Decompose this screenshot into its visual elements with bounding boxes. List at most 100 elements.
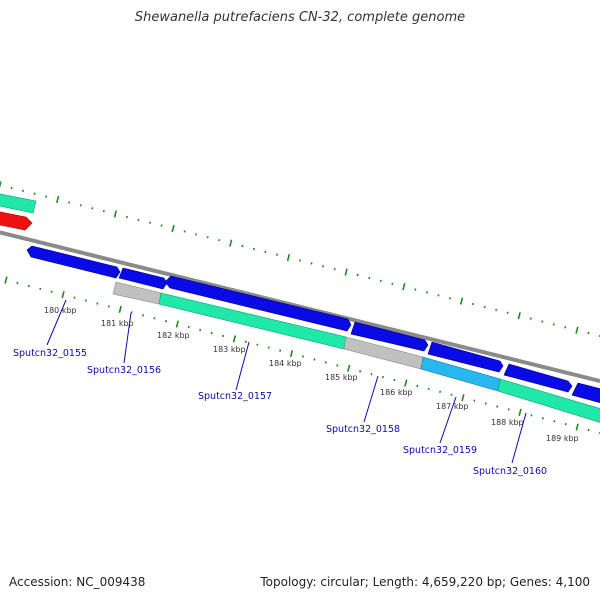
minor-tick bbox=[68, 201, 71, 204]
gene-label[interactable]: Sputcn32_0159 bbox=[403, 445, 477, 456]
minor-tick bbox=[564, 422, 567, 426]
major-tick bbox=[113, 210, 117, 218]
major-tick bbox=[517, 312, 521, 320]
minor-tick bbox=[310, 262, 313, 265]
scale-label: 181 kbp bbox=[101, 319, 134, 328]
minor-tick bbox=[45, 195, 48, 198]
genome-summary-text: Topology: circular; Length: 4,659,220 bp… bbox=[260, 575, 590, 589]
major-tick bbox=[461, 394, 465, 402]
gene-label-leader bbox=[439, 396, 457, 444]
minor-tick bbox=[427, 387, 430, 391]
minor-tick bbox=[437, 294, 440, 297]
minor-tick bbox=[241, 244, 244, 248]
major-tick bbox=[404, 379, 408, 387]
minor-tick bbox=[370, 372, 373, 376]
major-tick bbox=[518, 408, 522, 416]
minor-tick bbox=[324, 361, 327, 364]
minor-tick bbox=[73, 296, 76, 299]
minor-tick bbox=[279, 349, 282, 352]
forward-cds-feature bbox=[164, 275, 352, 332]
gene-label[interactable]: Sputcn32_0158 bbox=[326, 424, 400, 435]
inner-scale-ticks bbox=[4, 276, 600, 435]
minor-tick bbox=[483, 305, 486, 309]
minor-tick bbox=[16, 281, 19, 285]
minor-tick bbox=[379, 279, 382, 283]
gene-label-leaders bbox=[46, 299, 527, 464]
minor-tick bbox=[160, 224, 163, 227]
minor-tick bbox=[264, 250, 267, 253]
minor-tick bbox=[275, 253, 278, 256]
scale-label: 183 kbp bbox=[213, 345, 246, 354]
major-tick bbox=[171, 225, 175, 233]
minor-tick bbox=[142, 314, 145, 317]
minor-tick bbox=[50, 290, 53, 293]
minor-tick bbox=[473, 399, 476, 402]
gene-label[interactable]: Sputcn32_0157 bbox=[198, 391, 272, 402]
gene-label-leader bbox=[235, 341, 250, 391]
major-tick bbox=[575, 423, 579, 431]
minor-tick bbox=[27, 284, 30, 288]
minor-tick bbox=[496, 405, 499, 408]
minor-tick bbox=[416, 384, 419, 388]
minor-tick bbox=[322, 265, 325, 268]
accession-text: Accession: NC_009438 bbox=[9, 575, 146, 589]
reverse-cds-feature bbox=[0, 193, 37, 214]
minor-tick bbox=[267, 346, 270, 349]
minor-tick bbox=[195, 233, 198, 236]
minor-tick bbox=[529, 317, 532, 320]
minor-tick bbox=[33, 192, 36, 195]
minor-tick bbox=[39, 287, 42, 291]
minor-tick bbox=[472, 302, 475, 306]
scale-label: 180 kbp bbox=[44, 306, 77, 315]
minor-tick bbox=[256, 343, 259, 346]
minor-tick bbox=[244, 340, 247, 343]
forward-strand-track bbox=[26, 245, 600, 403]
forward-cds-feature bbox=[427, 341, 504, 373]
gene-label[interactable]: Sputcn32_0155 bbox=[13, 348, 87, 359]
minor-tick bbox=[91, 207, 94, 210]
minor-tick bbox=[10, 186, 13, 190]
minor-tick bbox=[541, 320, 544, 323]
gene-label-leader bbox=[123, 312, 132, 364]
minor-tick bbox=[333, 268, 336, 271]
scale-label: 182 kbp bbox=[157, 331, 190, 340]
minor-tick bbox=[414, 288, 417, 291]
minor-tick bbox=[359, 370, 362, 373]
minor-tick bbox=[439, 390, 442, 393]
gene-label[interactable]: Sputcn32_0156 bbox=[87, 365, 161, 376]
minor-tick bbox=[206, 236, 209, 239]
forward-cds-feature bbox=[26, 245, 121, 279]
gene-label-leader bbox=[511, 412, 527, 464]
minor-tick bbox=[125, 215, 128, 219]
major-tick bbox=[289, 350, 294, 358]
major-tick bbox=[344, 268, 348, 276]
minor-tick bbox=[130, 311, 133, 314]
minor-tick bbox=[183, 230, 186, 233]
gene-label-leader bbox=[363, 375, 379, 423]
major-tick bbox=[347, 364, 351, 372]
minor-tick bbox=[222, 334, 225, 338]
scale-label: 189 kbp bbox=[546, 434, 579, 443]
minor-tick bbox=[96, 302, 99, 305]
gene-label[interactable]: Sputcn32_0160 bbox=[473, 466, 547, 477]
major-tick bbox=[175, 320, 179, 328]
scale-label: 184 kbp bbox=[269, 359, 302, 368]
forward-cds-feature bbox=[503, 363, 573, 393]
minor-tick bbox=[79, 204, 82, 207]
minor-tick bbox=[199, 328, 202, 332]
minor-tick bbox=[393, 378, 396, 382]
major-tick bbox=[459, 297, 464, 305]
scale-label: 186 kbp bbox=[380, 388, 413, 397]
minor-tick bbox=[425, 291, 428, 294]
major-tick bbox=[4, 276, 8, 284]
forward-cds-feature bbox=[571, 382, 600, 403]
major-tick bbox=[232, 335, 237, 343]
minor-tick bbox=[541, 417, 544, 420]
minor-tick bbox=[336, 364, 339, 367]
scale-label: 185 kbp bbox=[325, 373, 358, 382]
minor-tick bbox=[187, 325, 190, 329]
major-tick bbox=[229, 239, 233, 247]
major-tick bbox=[118, 305, 122, 313]
minor-tick bbox=[507, 408, 510, 411]
minor-tick bbox=[506, 311, 509, 314]
